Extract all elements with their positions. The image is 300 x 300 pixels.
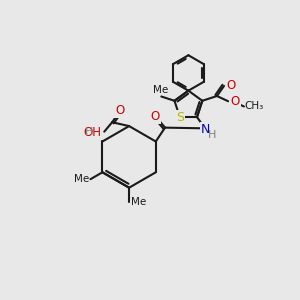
Text: O: O: [116, 104, 124, 117]
Text: Me: Me: [153, 85, 168, 95]
Text: CH₃: CH₃: [245, 101, 264, 111]
Text: O: O: [150, 110, 160, 123]
Text: H: H: [208, 130, 216, 140]
Text: N: N: [201, 123, 211, 136]
Text: O: O: [230, 95, 240, 108]
Text: O: O: [226, 79, 236, 92]
Text: Me: Me: [74, 174, 89, 184]
Text: H: H: [85, 127, 94, 137]
Text: OH: OH: [83, 126, 101, 139]
Text: S: S: [176, 111, 184, 124]
Text: Me: Me: [131, 196, 146, 206]
